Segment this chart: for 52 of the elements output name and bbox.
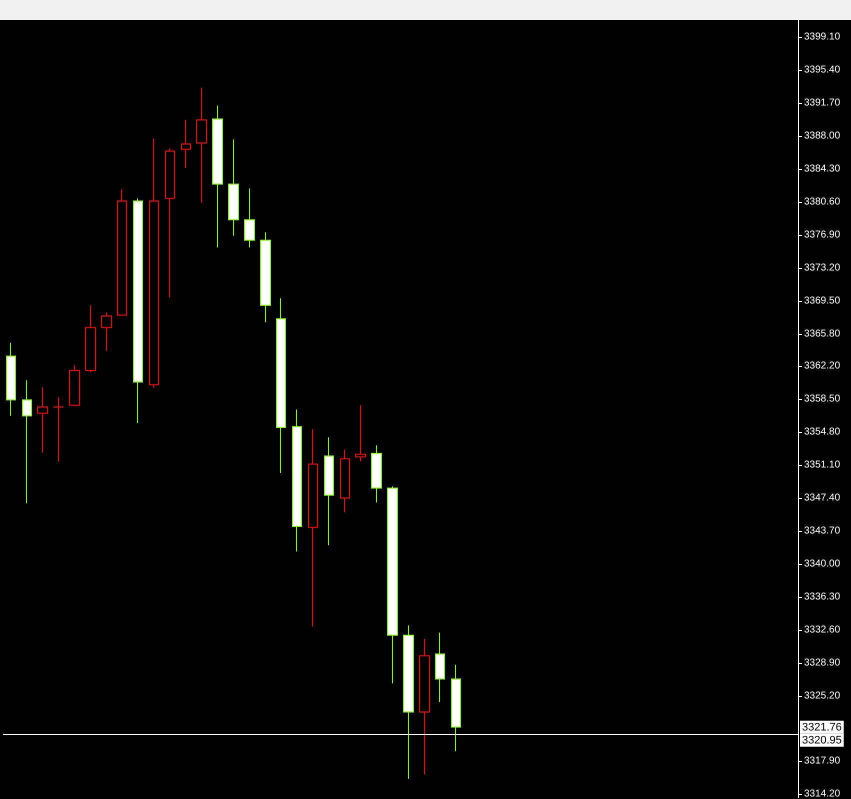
y-tick-label: 3340.00 xyxy=(804,558,841,570)
candlestick xyxy=(196,87,207,204)
candlestick xyxy=(371,444,382,503)
y-tick-label: 3351.10 xyxy=(804,459,841,470)
y-tick-label: 3347.40 xyxy=(804,492,841,504)
y-tick-label: 3314.20 xyxy=(804,788,841,799)
candlestick xyxy=(37,386,48,453)
y-tick-label: 3362.20 xyxy=(804,360,841,372)
candlestick xyxy=(117,188,127,316)
y-tick-label: 3384.30 xyxy=(804,163,841,174)
candlestick xyxy=(435,632,445,703)
y-tick-label: 3391.70 xyxy=(804,97,841,108)
candlestick xyxy=(53,396,64,462)
ref-line-label: 3320.95 xyxy=(802,734,842,746)
candlestick xyxy=(324,436,334,546)
y-tick-label: 3380.60 xyxy=(804,196,841,208)
y-tick-label: 3336.30 xyxy=(804,591,841,602)
y-tick-label: 3365.80 xyxy=(804,328,841,340)
candlestick xyxy=(419,638,430,775)
candlestick xyxy=(69,364,80,406)
candlestick xyxy=(6,342,16,416)
candlestick xyxy=(133,198,143,424)
candlestick xyxy=(181,119,191,169)
candlestick xyxy=(260,232,271,323)
candlestick xyxy=(308,428,318,627)
y-tick-label: 3388.00 xyxy=(804,130,841,142)
candlestick xyxy=(387,486,398,684)
y-tick-label: 3369.50 xyxy=(804,295,841,306)
text: 3321.76 xyxy=(802,721,842,734)
y-tick-label: 3343.70 xyxy=(804,525,841,536)
candlestick xyxy=(101,312,112,352)
y-tick-label: 3354.80 xyxy=(804,426,841,438)
y-tick-label: 3332.60 xyxy=(804,624,841,636)
candlestick xyxy=(292,409,302,552)
candlestick xyxy=(228,138,239,236)
candlestick xyxy=(340,449,350,513)
y-tick-label: 3317.90 xyxy=(804,756,841,767)
candlestick xyxy=(85,304,96,373)
candlestick xyxy=(212,105,223,248)
candlestick xyxy=(244,188,255,248)
y-tick-label: 3395.40 xyxy=(804,64,841,76)
candlestick xyxy=(22,380,32,504)
y-tick-label: 3358.50 xyxy=(804,393,841,404)
y-tick-label: 3376.90 xyxy=(804,229,841,240)
candlestick xyxy=(276,298,286,474)
candlestick xyxy=(165,148,175,298)
candlestick xyxy=(149,138,159,388)
candlestick xyxy=(355,404,366,462)
y-tick-label: 3325.20 xyxy=(804,690,841,702)
y-tick-label: 3373.20 xyxy=(804,262,841,274)
y-tick-label: 3328.90 xyxy=(804,657,841,668)
y-tick-label: 3399.10 xyxy=(804,31,841,42)
